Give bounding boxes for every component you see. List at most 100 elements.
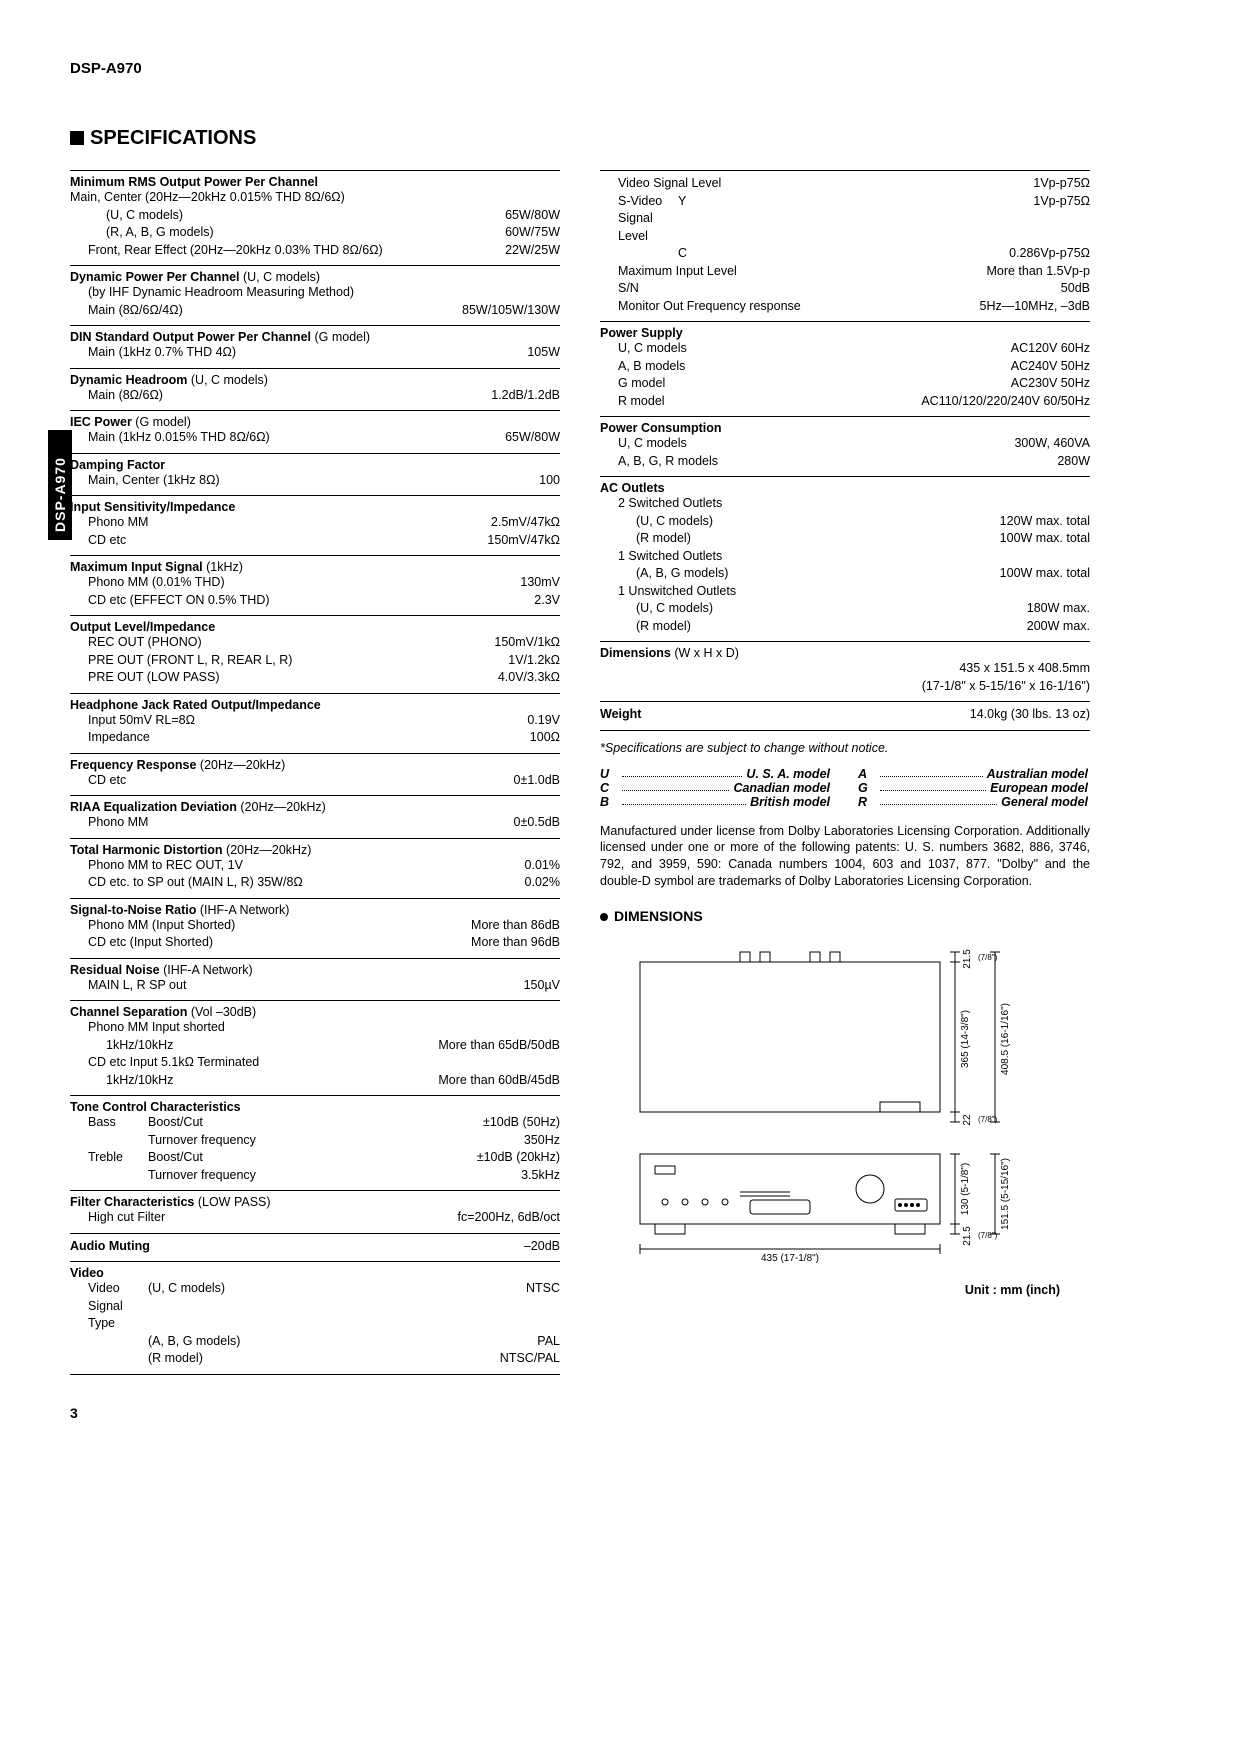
spec-row: Video Signal Type(U, C models)NTSC: [70, 1280, 560, 1333]
spec-block: Input Sensitivity/ImpedancePhono MM2.5mV…: [70, 495, 560, 555]
legend-row: AAustralian model: [858, 767, 1088, 781]
spec-row: Main (8Ω/6Ω)1.2dB/1.2dB: [70, 387, 560, 405]
svg-text:21.5: 21.5: [962, 1226, 973, 1246]
svg-text:151.5 (5-15/16"): 151.5 (5-15/16"): [1000, 1158, 1011, 1230]
spec-row: BassBoost/Cut±10dB (50Hz): [70, 1114, 560, 1132]
svg-text:408.5 (16-1/16"): 408.5 (16-1/16"): [1000, 1003, 1011, 1075]
spec-title: DIN Standard Output Power Per Channel (G…: [70, 330, 560, 344]
spec-title: Dynamic Power Per Channel (U, C models): [70, 270, 560, 284]
spec-row: Monitor Out Frequency response5Hz—10MHz,…: [600, 298, 1090, 316]
spec-block: Frequency Response (20Hz—20kHz)CD etc0±1…: [70, 753, 560, 796]
spec-row: Phono MM0±0.5dB: [70, 814, 560, 832]
spec-title: Dynamic Headroom (U, C models): [70, 373, 560, 387]
section-title-text: SPECIFICATIONS: [90, 127, 256, 149]
spec-block: Power ConsumptionU, C models300W, 460VAA…: [600, 416, 1090, 476]
spec-block: IEC Power (G model)Main (1kHz 0.015% THD…: [70, 410, 560, 453]
spec-row: Phono MM to REC OUT, 1V0.01%: [70, 857, 560, 875]
notice-text: *Specifications are subject to change wi…: [600, 741, 1090, 755]
spec-row: Phono MM (0.01% THD)130mV: [70, 574, 560, 592]
spec-block: AC Outlets2 Switched Outlets(U, C models…: [600, 476, 1090, 641]
spec-block: Maximum Input Signal (1kHz)Phono MM (0.0…: [70, 555, 560, 615]
spec-title: Dimensions (W x H x D): [600, 646, 1090, 660]
page-number: 3: [70, 1405, 1170, 1421]
spec-row: Main (8Ω/6Ω/4Ω)85W/105W/130W: [70, 302, 560, 320]
dimensions-title-text: DIMENSIONS: [614, 908, 703, 924]
spec-block: Audio Muting–20dB: [70, 1233, 560, 1262]
spec-block: Headphone Jack Rated Output/ImpedanceInp…: [70, 693, 560, 753]
spec-title: Headphone Jack Rated Output/Impedance: [70, 698, 560, 712]
spec-title: Maximum Input Signal (1kHz): [70, 560, 560, 574]
spec-title: Signal-to-Noise Ratio (IHF-A Network): [70, 903, 560, 917]
bullet-icon: [600, 913, 608, 921]
spec-title: Filter Characteristics (LOW PASS): [70, 1195, 560, 1209]
spec-row: (R, A, B, G models)60W/75W: [70, 224, 560, 242]
spec-row: (U, C models)65W/80W: [70, 207, 560, 225]
spec-block: DIN Standard Output Power Per Channel (G…: [70, 325, 560, 368]
spec-row: PRE OUT (LOW PASS)4.0V/3.3kΩ: [70, 669, 560, 687]
spec-block: Dynamic Power Per Channel (U, C models)(…: [70, 265, 560, 325]
spec-row: (17-1/8" x 5-15/16" x 16-1/16"): [600, 678, 1090, 696]
svg-text:22: 22: [962, 1114, 973, 1126]
svg-text:(7/8"): (7/8"): [978, 1115, 998, 1124]
spec-row: Phono MM Input shorted: [70, 1019, 560, 1037]
spec-row: (by IHF Dynamic Headroom Measuring Metho…: [70, 284, 560, 302]
square-bullet-icon: [70, 131, 84, 145]
spec-title: RIAA Equalization Deviation (20Hz—20kHz): [70, 800, 560, 814]
spec-row: CD etc. to SP out (MAIN L, R) 35W/8Ω0.02…: [70, 874, 560, 892]
spec-row: Maximum Input LevelMore than 1.5Vp-p: [600, 263, 1090, 281]
spec-row: Main (1kHz 0.7% THD 4Ω)105W: [70, 344, 560, 362]
spec-block: Tone Control CharacteristicsBassBoost/Cu…: [70, 1095, 560, 1190]
spec-title: Damping Factor: [70, 458, 560, 472]
unit-label: Unit : mm (inch): [600, 1283, 1090, 1297]
spec-row: 2 Switched Outlets: [600, 495, 1090, 513]
svg-text:365 (14-3/8"): 365 (14-3/8"): [960, 1010, 971, 1068]
svg-text:21.5: 21.5: [962, 949, 973, 969]
spec-row: 1 Switched Outlets: [600, 548, 1090, 566]
dimensions-diagram: 21.5 (7/8") 365 (14-3/8") 408.5 (16-1/16…: [600, 936, 1090, 1277]
spec-row: CD etc150mV/47kΩ: [70, 532, 560, 550]
license-paragraph: Manufactured under license from Dolby La…: [600, 823, 1090, 891]
right-column: Video Signal Level1Vp-p75ΩS-Video Signal…: [600, 170, 1090, 1375]
spec-row: 1kHz/10kHzMore than 60dB/45dB: [70, 1072, 560, 1090]
spec-row: A, B modelsAC240V 50Hz: [600, 358, 1090, 376]
spec-block: Dynamic Headroom (U, C models)Main (8Ω/6…: [70, 368, 560, 411]
spec-row: C0.286Vp-p75Ω: [600, 245, 1090, 263]
spec-row: A, B, G, R models280W: [600, 453, 1090, 471]
svg-text:130 (5-1/8"): 130 (5-1/8"): [960, 1163, 971, 1215]
spec-block: Power SupplyU, C modelsAC120V 60HzA, B m…: [600, 321, 1090, 416]
spec-block: Video Signal Level1Vp-p75ΩS-Video Signal…: [600, 170, 1090, 321]
side-tab: DSP-A970: [48, 430, 72, 540]
dimensions-title: DIMENSIONS: [600, 908, 1090, 924]
spec-row: S-Video Signal LevelY1Vp-p75Ω: [600, 193, 1090, 246]
spec-title: Input Sensitivity/Impedance: [70, 500, 560, 514]
spec-title: Channel Separation (Vol –30dB): [70, 1005, 560, 1019]
spec-title: Output Level/Impedance: [70, 620, 560, 634]
spec-row: Main, Center (20Hz—20kHz 0.015% THD 8Ω/6…: [70, 189, 560, 207]
spec-row: U, C modelsAC120V 60Hz: [600, 340, 1090, 358]
spec-row: R modelAC110/120/220/240V 60/50Hz: [600, 393, 1090, 411]
legend-row: RGeneral model: [858, 795, 1088, 809]
spec-block: RIAA Equalization Deviation (20Hz—20kHz)…: [70, 795, 560, 838]
spec-block: Filter Characteristics (LOW PASS)High cu…: [70, 1190, 560, 1233]
spec-row: 435 x 151.5 x 408.5mm: [600, 660, 1090, 678]
spec-row: PRE OUT (FRONT L, R, REAR L, R)1V/1.2kΩ: [70, 652, 560, 670]
spec-row: (R model)NTSC/PAL: [70, 1350, 560, 1368]
spec-row: REC OUT (PHONO)150mV/1kΩ: [70, 634, 560, 652]
spec-row: Impedance100Ω: [70, 729, 560, 747]
spec-row: Phono MM (Input Shorted)More than 86dB: [70, 917, 560, 935]
spec-row: U, C models300W, 460VA: [600, 435, 1090, 453]
spec-row: Turnover frequency350Hz: [70, 1132, 560, 1150]
spec-row: (A, B, G models)PAL: [70, 1333, 560, 1351]
spec-row: TrebleBoost/Cut±10dB (20kHz): [70, 1149, 560, 1167]
spec-block: Output Level/ImpedanceREC OUT (PHONO)150…: [70, 615, 560, 693]
spec-row: G modelAC230V 50Hz: [600, 375, 1090, 393]
spec-title: IEC Power (G model): [70, 415, 560, 429]
legend-row: GEuropean model: [858, 781, 1088, 795]
spec-row: (U, C models)120W max. total: [600, 513, 1090, 531]
spec-row: CD etc0±1.0dB: [70, 772, 560, 790]
section-title: SPECIFICATIONS: [70, 127, 1170, 150]
spec-row: (R model)200W max.: [600, 618, 1090, 636]
legend-row: CCanadian model: [600, 781, 830, 795]
legend-row: UU. S. A. model: [600, 767, 830, 781]
spec-row: Main (1kHz 0.015% THD 8Ω/6Ω)65W/80W: [70, 429, 560, 447]
